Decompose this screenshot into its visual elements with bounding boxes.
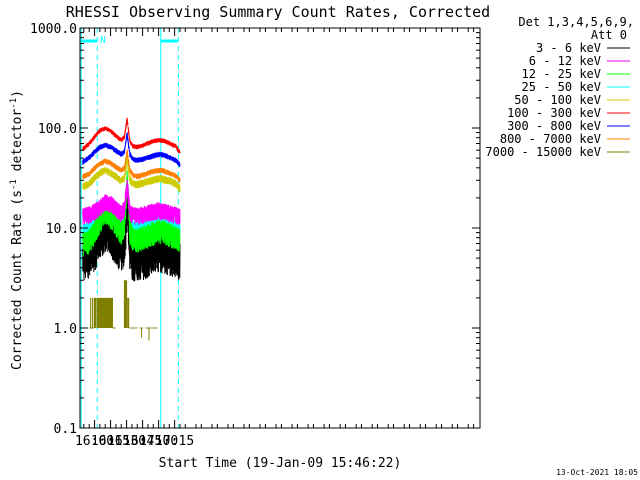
y-tick-label: 0.1: [54, 422, 77, 437]
legend-label: 100 - 300 keV: [507, 106, 601, 120]
y-tick-label: 1.0: [54, 322, 77, 337]
axes: 0.1 1.0 10.0 100.0 1000.0 16:0016:1516:3016:4…: [30, 22, 481, 449]
y-axis-label-main: Corrected Count Rate (s: [10, 190, 25, 370]
x-tick-label: 17:15: [155, 434, 194, 449]
series-line-50-100-kev: [82, 156, 181, 193]
x-tick-label: 16:30: [107, 434, 146, 449]
series-line-3-6-kev: [82, 184, 181, 282]
legend-label: 3 - 6 keV: [536, 41, 601, 55]
x-tick-label: 16:45: [123, 434, 162, 449]
x-tick-label: 17:00: [139, 434, 178, 449]
legend-label: 12 - 25 keV: [522, 67, 601, 81]
series-line-100-300-kev: [82, 117, 181, 154]
x-tick-label: 16:15: [91, 434, 130, 449]
series-line-6-12-kev: [82, 179, 181, 225]
series-7000-15000-kev-steps: [89, 280, 158, 341]
y-tick-label: 1000.0: [30, 22, 77, 37]
y-axis-label: Corrected Count Rate (s-1 detector-1): [9, 90, 25, 370]
legend-header-line-1: Det 1,3,4,5,6,9,: [518, 15, 634, 29]
legend-header-line-2: Att 0: [591, 28, 627, 42]
plot-area: N: [80, 28, 181, 428]
date-stamp: 13-Oct-2021 18:05: [556, 468, 638, 477]
y-axis-label-mid: detector: [10, 109, 25, 180]
x-axis-label: Start Time (19-Jan-09 15:46:22): [159, 456, 402, 471]
step-segment-0: [90, 297, 113, 328]
x-tick-label: 16:00: [75, 434, 114, 449]
night-flag-label: N: [100, 36, 105, 46]
step-segment-2: [127, 297, 130, 328]
series-line-800-7000-kev: [82, 149, 181, 183]
y-tick-label: 10.0: [46, 222, 77, 237]
step-segment-1: [123, 280, 128, 328]
y-axis-label-end: ): [10, 90, 25, 98]
y-tick-label: 100.0: [38, 122, 77, 137]
y-axis-label-sup2: -1: [9, 98, 19, 109]
legend-label: 800 - 7000 keV: [500, 132, 601, 146]
legend-label: 300 - 800 keV: [507, 119, 601, 133]
legend-label: 7000 - 15000 keV: [485, 145, 601, 159]
legend-label: 50 - 100 keV: [514, 93, 601, 107]
legend-label: 6 - 12 keV: [529, 54, 601, 68]
legend-label: 25 - 50 keV: [522, 80, 601, 94]
y-axis-label-sup1: -1: [9, 179, 19, 190]
chart-title: RHESSI Observing Summary Count Rates, Co…: [66, 3, 490, 21]
series-line-300-800-kev: [82, 132, 181, 167]
